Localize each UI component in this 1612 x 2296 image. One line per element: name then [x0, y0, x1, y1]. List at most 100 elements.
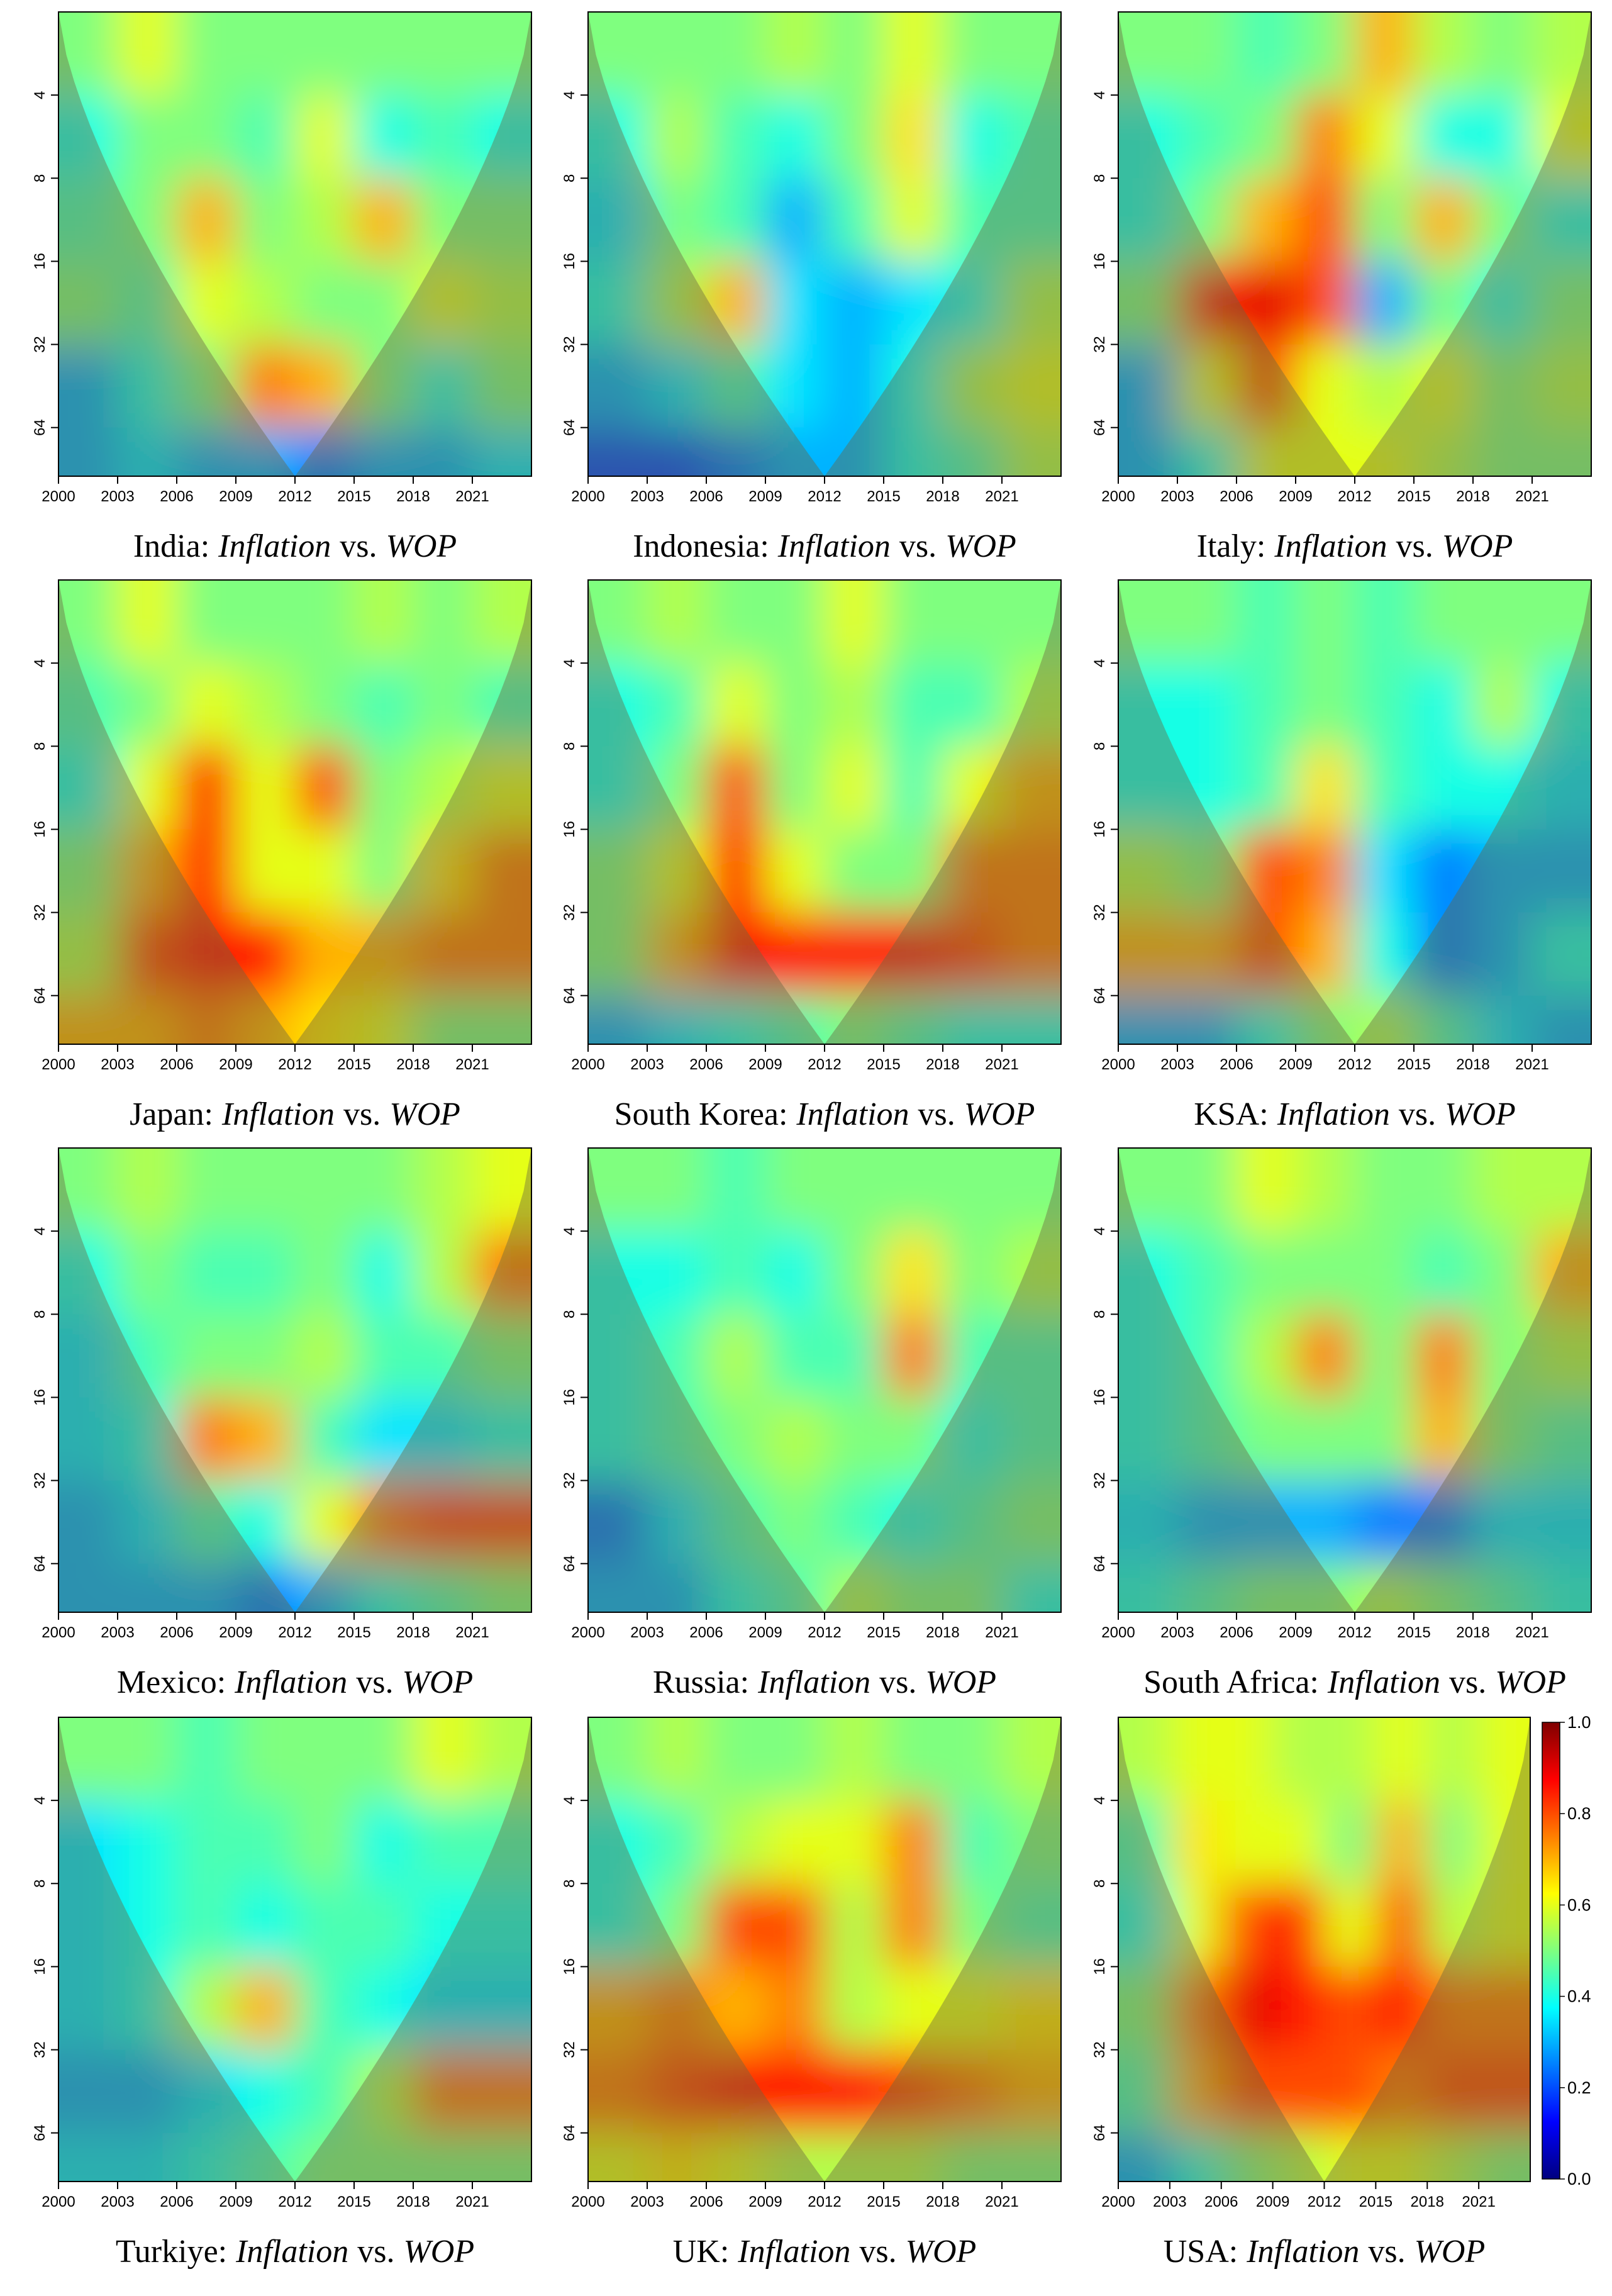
- heat-cell: [354, 1231, 414, 1315]
- heat-cell: [706, 1563, 766, 1612]
- heat-cell: [943, 344, 1003, 428]
- x-tick-label: 2012: [808, 1056, 841, 1073]
- x-tick-label: 2012: [278, 2193, 311, 2210]
- x-tick-label: 2003: [101, 1056, 134, 1073]
- y-tick-label: 4: [561, 91, 578, 99]
- y-tick-label: 16: [1091, 1958, 1108, 1975]
- heat-cell: [236, 1314, 296, 1398]
- heat-cell: [472, 746, 531, 830]
- heat-cell: [1532, 1231, 1591, 1315]
- heat-cell: [943, 95, 1003, 179]
- heat-cell: [1118, 2049, 1170, 2134]
- heat-cell: [177, 427, 236, 476]
- heat-cell: [236, 178, 296, 262]
- heat-cell: [177, 1480, 236, 1564]
- x-tick-label: 2021: [1515, 488, 1548, 505]
- heat-cell: [765, 344, 825, 428]
- title-part: South Africa:: [1143, 1664, 1319, 1700]
- title-part: Indonesia:: [633, 528, 769, 564]
- heat-cell: [295, 344, 355, 428]
- panel: 2000 2003 2006 2009 2012 2015 2018 2021 4 8 16 32 64…: [1091, 1713, 1591, 2270]
- heat-cell: [1414, 344, 1474, 428]
- heat-cell: [58, 1800, 118, 1885]
- heat-cell: [236, 1563, 296, 1612]
- heat-cell: [1532, 995, 1591, 1044]
- y-tick-label: 4: [31, 91, 48, 99]
- chart-title: Italy: Inflation vs. WOP: [1197, 528, 1513, 564]
- heat-cell: [1118, 912, 1178, 996]
- heat-cell: [1177, 746, 1237, 830]
- heat-cell: [1532, 1314, 1591, 1398]
- chart-title: Japan: Inflation vs. WOP: [130, 1096, 460, 1132]
- heat-cell: [1532, 344, 1591, 428]
- x-tick-label: 2021: [455, 2193, 489, 2210]
- y-tick-label: 32: [561, 2041, 578, 2058]
- title-part: WOP: [403, 1664, 474, 1700]
- heat-cell: [58, 1883, 118, 1968]
- heat-cell: [1002, 178, 1061, 262]
- heat-cell: [177, 1883, 236, 1968]
- heat-cell: [1296, 829, 1355, 913]
- y-tick-label: 16: [1091, 253, 1108, 270]
- heat-cell: [1473, 912, 1533, 996]
- heat-cell: [177, 663, 236, 747]
- heat-cell: [1002, 1314, 1061, 1398]
- x-tick-label: 2012: [1338, 1624, 1371, 1641]
- heat-cell: [118, 178, 177, 262]
- y-tick-label: 64: [1091, 987, 1108, 1004]
- heat-cell: [413, 1480, 473, 1564]
- heat-cell: [177, 995, 236, 1044]
- heat-cell: [706, 1717, 766, 1802]
- heat-cell: [1237, 178, 1296, 262]
- heat-cell: [1473, 1563, 1533, 1612]
- heat-cell: [765, 1966, 825, 2051]
- title-part: WOP: [906, 2234, 977, 2270]
- x-tick-label: 2003: [630, 488, 664, 505]
- heat-cell: [472, 12, 531, 96]
- heat-cell: [177, 1314, 236, 1398]
- heat-cell: [118, 580, 177, 664]
- heatmap: [1118, 12, 1591, 476]
- y-tick-label: 8: [561, 1880, 578, 1888]
- heat-cell: [1355, 1148, 1415, 1232]
- heat-cell: [1324, 1717, 1377, 1802]
- title-part: WOP: [925, 1664, 996, 1700]
- heat-cell: [472, 1480, 531, 1564]
- heat-cell: [354, 427, 414, 476]
- heat-cell: [295, 1314, 355, 1398]
- heatmap-cells: [1118, 1717, 1530, 2182]
- heat-cell: [943, 1883, 1003, 1968]
- heat-cell: [706, 829, 766, 913]
- heat-cell: [1427, 1717, 1480, 1802]
- heat-cell: [884, 2132, 943, 2182]
- heat-cell: [118, 1314, 177, 1398]
- title-part: Turkiye:: [116, 2234, 227, 2270]
- heatmap: [1118, 1717, 1530, 2182]
- heat-cell: [1118, 995, 1178, 1044]
- colorbar: [1542, 1722, 1560, 2180]
- cone-of-influence: [58, 12, 531, 476]
- heat-cell: [706, 1966, 766, 2051]
- heat-cell: [825, 663, 884, 747]
- y-tick-label: 8: [561, 174, 578, 182]
- heat-cell: [472, 829, 531, 913]
- y-tick-label: 4: [1091, 91, 1108, 99]
- y-tick-label: 16: [561, 1389, 578, 1406]
- heat-cell: [413, 2049, 473, 2134]
- x-tick-label: 2000: [1101, 488, 1135, 505]
- heat-cell: [413, 1314, 473, 1398]
- title-part: WOP: [1442, 528, 1513, 564]
- heat-cell: [765, 2132, 825, 2182]
- y-tick-label: 64: [31, 1555, 48, 1572]
- heat-cell: [1177, 95, 1237, 179]
- heat-cell: [943, 663, 1003, 747]
- heat-cell: [647, 1148, 707, 1232]
- heat-cell: [413, 663, 473, 747]
- heat-cell: [588, 2049, 648, 2134]
- heat-cell: [588, 1563, 648, 1612]
- heat-cell: [825, 829, 884, 913]
- panel: 2000 2003 2006 2009 2012 2015 2018 2021 4 8 16 32 64…: [31, 1717, 532, 2270]
- title-part: India:: [133, 528, 209, 564]
- y-tick-label: 16: [1091, 1389, 1108, 1406]
- heat-cell: [118, 1148, 177, 1232]
